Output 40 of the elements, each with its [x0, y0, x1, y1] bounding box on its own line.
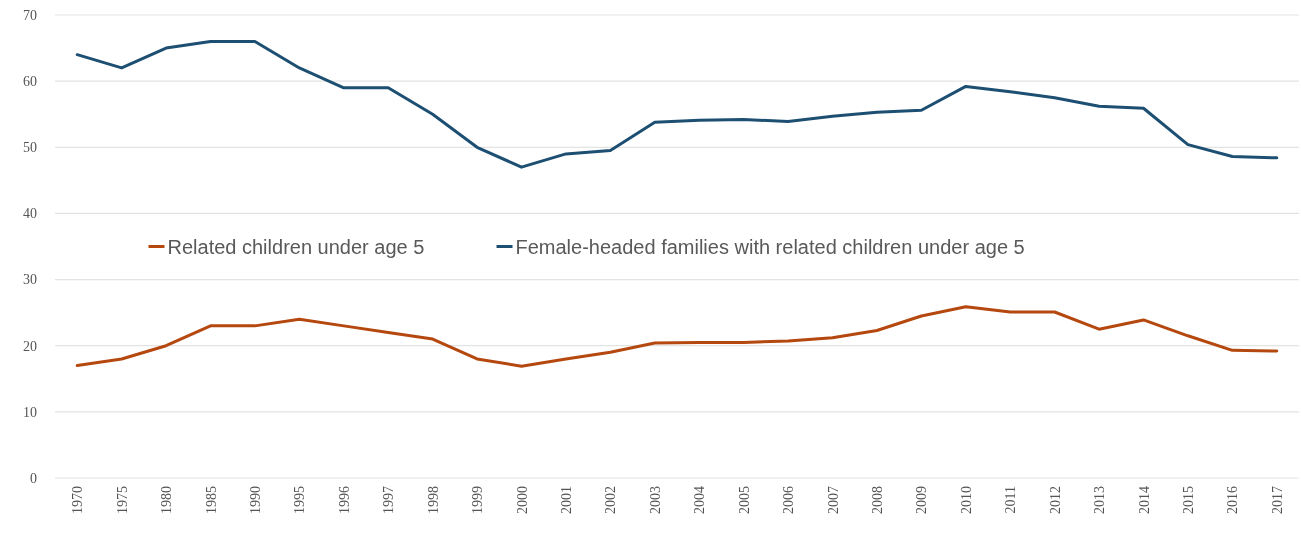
x-tick-label: 2013 [1092, 486, 1108, 514]
line-series [75, 39, 1279, 169]
x-tick-label: 1996 [336, 486, 352, 514]
x-tick-label: 2002 [603, 486, 619, 514]
x-tick-label: 2000 [514, 486, 530, 514]
x-tick-label: 1995 [292, 486, 308, 514]
x-tick-label: 1990 [247, 486, 263, 514]
x-tick-label: 2007 [825, 486, 841, 514]
x-tick-label: 1998 [425, 486, 441, 514]
legend-label: Female-headed families with related children under age 5 [515, 235, 1025, 258]
y-tick-label: 20 [23, 338, 37, 354]
legend-label: Related children under age 5 [167, 235, 425, 258]
x-tick-label: 1975 [114, 486, 130, 514]
x-tick-label: 1997 [381, 486, 397, 514]
x-tick-label: 2015 [1180, 486, 1196, 514]
y-tick-label: 30 [23, 272, 37, 288]
x-tick-label: 1985 [203, 486, 219, 514]
line-series [75, 305, 1279, 368]
x-tick-label: 2009 [914, 486, 930, 514]
y-tick-label: 0 [30, 470, 37, 486]
y-tick-label: 70 [23, 7, 37, 23]
x-tick-label: 2016 [1225, 486, 1241, 514]
x-tick-label: 2006 [781, 486, 797, 514]
x-tick-label: 1970 [70, 486, 86, 514]
x-tick-label: 1980 [159, 486, 175, 514]
x-tick-label: 2004 [692, 486, 708, 514]
x-tick-label: 2010 [958, 486, 974, 514]
x-tick-label: 2001 [558, 486, 574, 514]
y-tick-label: 10 [23, 404, 37, 420]
x-tick-label: 2012 [1047, 486, 1063, 514]
x-tick-label: 1999 [470, 486, 486, 514]
x-tick-label: 2014 [1136, 486, 1152, 514]
x-tick-label: 2017 [1269, 486, 1285, 514]
x-tick-label: 2008 [869, 486, 885, 514]
y-tick-label: 60 [23, 74, 37, 90]
x-tick-label: 2003 [647, 486, 663, 514]
x-tick-label: 2005 [736, 486, 752, 514]
x-tick-label: 2011 [1003, 486, 1019, 514]
y-tick-label: 40 [23, 206, 37, 222]
y-tick-label: 50 [23, 140, 37, 156]
